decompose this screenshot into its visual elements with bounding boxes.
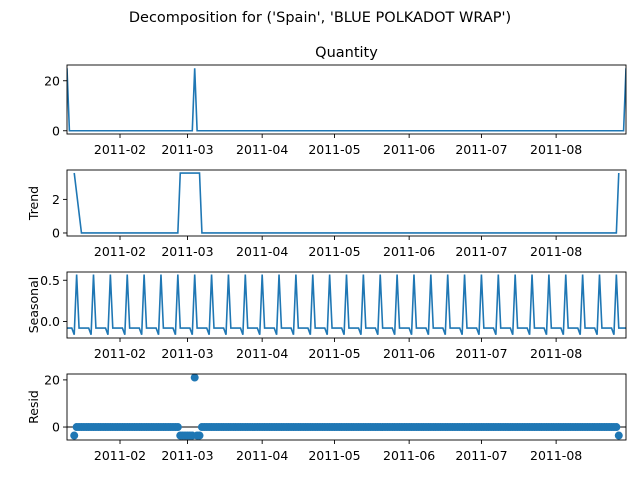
x-tick-label: 2011-02 bbox=[94, 142, 146, 157]
x-tick-label: 2011-04 bbox=[236, 142, 288, 157]
x-tick-label: 2011-05 bbox=[308, 244, 360, 259]
y-tick-label: 20 bbox=[44, 73, 60, 88]
figure-suptitle: Decomposition for ('Spain', 'BLUE POLKAD… bbox=[129, 10, 511, 26]
y-tick-label: 0 bbox=[52, 420, 60, 435]
y-tick-label: 0 bbox=[52, 225, 60, 240]
x-tick-label: 2011-05 bbox=[308, 142, 360, 157]
resid-point bbox=[612, 423, 621, 432]
x-tick-label: 2011-03 bbox=[161, 448, 213, 463]
axes-frame bbox=[66, 169, 627, 237]
x-tick-label: 2011-08 bbox=[530, 346, 582, 361]
x-tick-label: 2011-06 bbox=[383, 142, 435, 157]
x-tick-label: 2011-03 bbox=[161, 346, 213, 361]
series-line bbox=[73, 172, 620, 234]
x-tick-label: 2011-06 bbox=[383, 244, 435, 259]
x-tick-label: 2011-08 bbox=[530, 244, 582, 259]
x-tick-label: 2011-02 bbox=[94, 346, 146, 361]
y-axis-label: Trend bbox=[26, 186, 41, 221]
x-tick-label: 2011-06 bbox=[383, 346, 435, 361]
x-tick-label: 2011-02 bbox=[94, 448, 146, 463]
y-tick-label: 20 bbox=[44, 372, 60, 387]
x-tick-label: 2011-07 bbox=[455, 448, 507, 463]
y-tick-label: 0 bbox=[52, 123, 60, 138]
panel-title: Quantity bbox=[315, 45, 378, 61]
x-tick-label: 2011-05 bbox=[308, 346, 360, 361]
x-tick-label: 2011-03 bbox=[161, 142, 213, 157]
resid-point bbox=[70, 431, 79, 440]
x-tick-label: 2011-04 bbox=[236, 244, 288, 259]
x-tick-label: 2011-02 bbox=[94, 244, 146, 259]
x-tick-label: 2011-07 bbox=[455, 244, 507, 259]
panel-1: Quantity 0 20 2011-02 2011-03 2011-04 2011-05 2… bbox=[44, 45, 627, 157]
resid-point bbox=[614, 431, 623, 440]
x-tick-label: 2011-08 bbox=[530, 142, 582, 157]
x-tick-label: 2011-06 bbox=[383, 448, 435, 463]
axes-frame bbox=[66, 64, 627, 135]
x-tick-label: 2011-04 bbox=[236, 448, 288, 463]
resid-point bbox=[190, 373, 199, 382]
series-line bbox=[67, 274, 626, 335]
x-tick-label: 2011-07 bbox=[455, 142, 507, 157]
y-axis-label: Seasonal bbox=[26, 277, 41, 334]
panel-3: Seasonal 0.0 0.5 2011-02 2011-03 2011-04 2011-… bbox=[26, 271, 627, 361]
x-tick-label: 2011-05 bbox=[308, 448, 360, 463]
y-tick-label: 2 bbox=[52, 192, 60, 207]
y-tick-label: 0.5 bbox=[40, 273, 60, 288]
x-tick-label: 2011-04 bbox=[236, 346, 288, 361]
axes-frame bbox=[66, 373, 627, 441]
resid-point bbox=[173, 423, 182, 432]
x-tick-label: 2011-08 bbox=[530, 448, 582, 463]
x-tick-label: 2011-07 bbox=[455, 346, 507, 361]
panel-2: Trend 0 2 2011-02 2011-03 2011-04 2011-05 2011-… bbox=[26, 169, 627, 259]
y-tick-label: 0.0 bbox=[40, 314, 60, 329]
y-axis-label: Resid bbox=[26, 390, 41, 424]
panel-4: Resid 0 20 2011-02 2011-03 2011-04 2011-05 2011… bbox=[26, 372, 627, 463]
x-tick-label: 2011-03 bbox=[161, 244, 213, 259]
resid-point bbox=[195, 431, 204, 440]
axes-frame bbox=[66, 271, 627, 339]
series-line bbox=[67, 68, 626, 132]
